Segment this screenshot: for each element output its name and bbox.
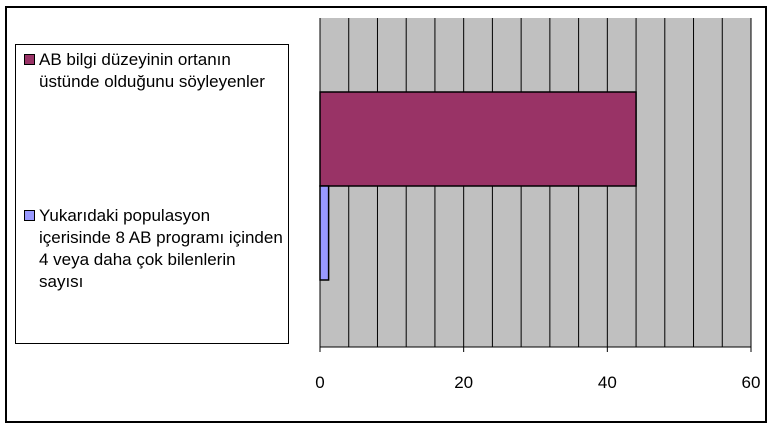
legend-item-series-1: AB bilgi düzeyinin ortanın üstünde olduğ… xyxy=(24,49,284,93)
legend-label-series-1: AB bilgi düzeyinin ortanın üstünde olduğ… xyxy=(39,50,265,91)
bar-series-2 xyxy=(319,185,330,281)
x-tick-label: 20 xyxy=(454,373,473,392)
legend-swatch-series-1 xyxy=(24,54,35,65)
legend-swatch-series-2 xyxy=(24,210,35,221)
x-tick-label: 40 xyxy=(598,373,617,392)
legend-label-series-2: Yukarıdaki populasyon içerisinde 8 AB pr… xyxy=(39,206,283,291)
bar-series-1 xyxy=(319,91,637,187)
legend: AB bilgi düzeyinin ortanın üstünde olduğ… xyxy=(15,44,289,344)
x-tick-label: 0 xyxy=(315,373,324,392)
legend-item-series-2: Yukarıdaki populasyon içerisinde 8 AB pr… xyxy=(24,205,284,293)
x-tick-label: 60 xyxy=(742,373,761,392)
